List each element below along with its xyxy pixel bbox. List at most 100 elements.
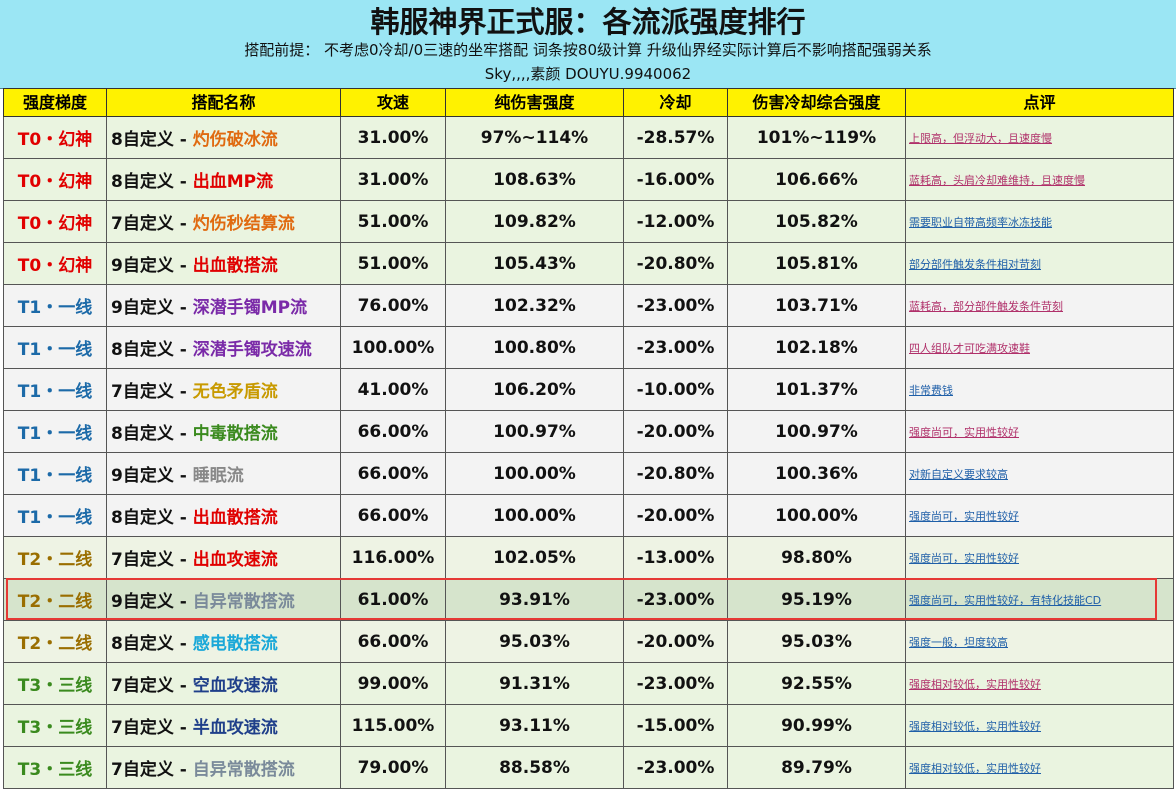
attack-speed-cell[interactable]: 116.00% bbox=[340, 536, 446, 579]
cooldown-cell[interactable]: -23.00% bbox=[623, 284, 728, 327]
cooldown-cell[interactable]: -16.00% bbox=[623, 158, 728, 201]
tier-cell[interactable]: T3・三线 bbox=[3, 704, 107, 747]
overall-cell[interactable]: 105.82% bbox=[727, 200, 906, 243]
build-name-cell[interactable]: 7自定义 - 空血攻速流 bbox=[106, 662, 341, 705]
comment-cell[interactable]: 非常费钱 bbox=[905, 368, 1174, 411]
tier-cell[interactable]: T1・一线 bbox=[3, 326, 107, 369]
damage-cell[interactable]: 100.00% bbox=[445, 494, 624, 537]
cooldown-cell[interactable]: -20.00% bbox=[623, 620, 728, 663]
damage-cell[interactable]: 93.91% bbox=[445, 578, 624, 621]
attack-speed-cell[interactable]: 31.00% bbox=[340, 116, 446, 159]
comment-cell[interactable]: 强度尚可，实用性较好 bbox=[905, 536, 1174, 579]
comment-cell[interactable]: 对新自定义要求较高 bbox=[905, 452, 1174, 495]
attack-speed-cell[interactable]: 79.00% bbox=[340, 746, 446, 789]
overall-cell[interactable]: 101%~119% bbox=[727, 116, 906, 159]
cooldown-cell[interactable]: -20.80% bbox=[623, 242, 728, 285]
overall-cell[interactable]: 103.71% bbox=[727, 284, 906, 327]
damage-cell[interactable]: 95.03% bbox=[445, 620, 624, 663]
tier-cell[interactable]: T3・三线 bbox=[3, 746, 107, 789]
tier-cell[interactable]: T1・一线 bbox=[3, 284, 107, 327]
comment-cell[interactable]: 强度尚可，实用性较好 bbox=[905, 410, 1174, 453]
overall-cell[interactable]: 106.66% bbox=[727, 158, 906, 201]
comment-cell[interactable]: 强度相对较低，实用性较好 bbox=[905, 662, 1174, 705]
build-name-cell[interactable]: 9自定义 - 睡眠流 bbox=[106, 452, 341, 495]
attack-speed-cell[interactable]: 66.00% bbox=[340, 494, 446, 537]
overall-cell[interactable]: 95.19% bbox=[727, 578, 906, 621]
attack-speed-cell[interactable]: 41.00% bbox=[340, 368, 446, 411]
attack-speed-cell[interactable]: 51.00% bbox=[340, 242, 446, 285]
build-name-cell[interactable]: 8自定义 - 出血散搭流 bbox=[106, 494, 341, 537]
build-name-cell[interactable]: 7自定义 - 自异常散搭流 bbox=[106, 746, 341, 789]
overall-cell[interactable]: 100.00% bbox=[727, 494, 906, 537]
tier-cell[interactable]: T1・一线 bbox=[3, 368, 107, 411]
attack-speed-cell[interactable]: 66.00% bbox=[340, 620, 446, 663]
cooldown-cell[interactable]: -15.00% bbox=[623, 704, 728, 747]
attack-speed-cell[interactable]: 61.00% bbox=[340, 578, 446, 621]
comment-cell[interactable]: 强度相对较低，实用性较好 bbox=[905, 704, 1174, 747]
tier-cell[interactable]: T1・一线 bbox=[3, 410, 107, 453]
overall-cell[interactable]: 100.97% bbox=[727, 410, 906, 453]
damage-cell[interactable]: 108.63% bbox=[445, 158, 624, 201]
cooldown-cell[interactable]: -10.00% bbox=[623, 368, 728, 411]
tier-cell[interactable]: T2・二线 bbox=[3, 536, 107, 579]
attack-speed-cell[interactable]: 51.00% bbox=[340, 200, 446, 243]
tier-cell[interactable]: T1・一线 bbox=[3, 452, 107, 495]
comment-cell[interactable]: 四人组队才可吃满攻速鞋 bbox=[905, 326, 1174, 369]
tier-cell[interactable]: T3・三线 bbox=[3, 662, 107, 705]
tier-cell[interactable]: T2・二线 bbox=[3, 578, 107, 621]
tier-cell[interactable]: T0・幻神 bbox=[3, 200, 107, 243]
build-name-cell[interactable]: 7自定义 - 半血攻速流 bbox=[106, 704, 341, 747]
build-name-cell[interactable]: 8自定义 - 灼伤破冰流 bbox=[106, 116, 341, 159]
column-header-damage[interactable]: 纯伤害强度 bbox=[445, 88, 624, 117]
damage-cell[interactable]: 106.20% bbox=[445, 368, 624, 411]
comment-cell[interactable]: 部分部件触发条件相对苛刻 bbox=[905, 242, 1174, 285]
comment-cell[interactable]: 强度尚可，实用性较好，有特化技能CD bbox=[905, 578, 1174, 621]
attack-speed-cell[interactable]: 76.00% bbox=[340, 284, 446, 327]
overall-cell[interactable]: 100.36% bbox=[727, 452, 906, 495]
damage-cell[interactable]: 100.00% bbox=[445, 452, 624, 495]
tier-cell[interactable]: T1・一线 bbox=[3, 494, 107, 537]
build-name-cell[interactable]: 9自定义 - 出血散搭流 bbox=[106, 242, 341, 285]
overall-cell[interactable]: 89.79% bbox=[727, 746, 906, 789]
column-header-build-name[interactable]: 搭配名称 bbox=[106, 88, 341, 117]
damage-cell[interactable]: 97%~114% bbox=[445, 116, 624, 159]
comment-cell[interactable]: 强度一般，坦度较高 bbox=[905, 620, 1174, 663]
cooldown-cell[interactable]: -20.00% bbox=[623, 410, 728, 453]
build-name-cell[interactable]: 8自定义 - 感电散搭流 bbox=[106, 620, 341, 663]
damage-cell[interactable]: 105.43% bbox=[445, 242, 624, 285]
build-name-cell[interactable]: 8自定义 - 出血MP流 bbox=[106, 158, 341, 201]
build-name-cell[interactable]: 9自定义 - 深潜手镯MP流 bbox=[106, 284, 341, 327]
comment-cell[interactable]: 强度尚可，实用性较好 bbox=[905, 494, 1174, 537]
build-name-cell[interactable]: 7自定义 - 灼伤秒结算流 bbox=[106, 200, 341, 243]
attack-speed-cell[interactable]: 66.00% bbox=[340, 452, 446, 495]
cooldown-cell[interactable]: -23.00% bbox=[623, 326, 728, 369]
tier-cell[interactable]: T0・幻神 bbox=[3, 116, 107, 159]
overall-cell[interactable]: 92.55% bbox=[727, 662, 906, 705]
cooldown-cell[interactable]: -20.00% bbox=[623, 494, 728, 537]
overall-cell[interactable]: 95.03% bbox=[727, 620, 906, 663]
damage-cell[interactable]: 88.58% bbox=[445, 746, 624, 789]
cooldown-cell[interactable]: -13.00% bbox=[623, 536, 728, 579]
overall-cell[interactable]: 105.81% bbox=[727, 242, 906, 285]
damage-cell[interactable]: 102.32% bbox=[445, 284, 624, 327]
attack-speed-cell[interactable]: 31.00% bbox=[340, 158, 446, 201]
comment-cell[interactable]: 上限高，但浮动大，且速度慢 bbox=[905, 116, 1174, 159]
overall-cell[interactable]: 101.37% bbox=[727, 368, 906, 411]
column-header-overall[interactable]: 伤害冷却综合强度 bbox=[727, 88, 906, 117]
tier-cell[interactable]: T0・幻神 bbox=[3, 158, 107, 201]
column-header-attack-speed[interactable]: 攻速 bbox=[340, 88, 446, 117]
build-name-cell[interactable]: 8自定义 - 中毒散搭流 bbox=[106, 410, 341, 453]
build-name-cell[interactable]: 9自定义 - 自异常散搭流 bbox=[106, 578, 341, 621]
cooldown-cell[interactable]: -28.57% bbox=[623, 116, 728, 159]
overall-cell[interactable]: 90.99% bbox=[727, 704, 906, 747]
damage-cell[interactable]: 102.05% bbox=[445, 536, 624, 579]
build-name-cell[interactable]: 7自定义 - 出血攻速流 bbox=[106, 536, 341, 579]
attack-speed-cell[interactable]: 99.00% bbox=[340, 662, 446, 705]
comment-cell[interactable]: 强度相对较低，实用性较好 bbox=[905, 746, 1174, 789]
damage-cell[interactable]: 91.31% bbox=[445, 662, 624, 705]
column-header-comment[interactable]: 点评 bbox=[905, 88, 1174, 117]
comment-cell[interactable]: 需要职业自带高频率冰冻技能 bbox=[905, 200, 1174, 243]
tier-cell[interactable]: T2・二线 bbox=[3, 620, 107, 663]
column-header-tier[interactable]: 强度梯度 bbox=[3, 88, 107, 117]
overall-cell[interactable]: 98.80% bbox=[727, 536, 906, 579]
